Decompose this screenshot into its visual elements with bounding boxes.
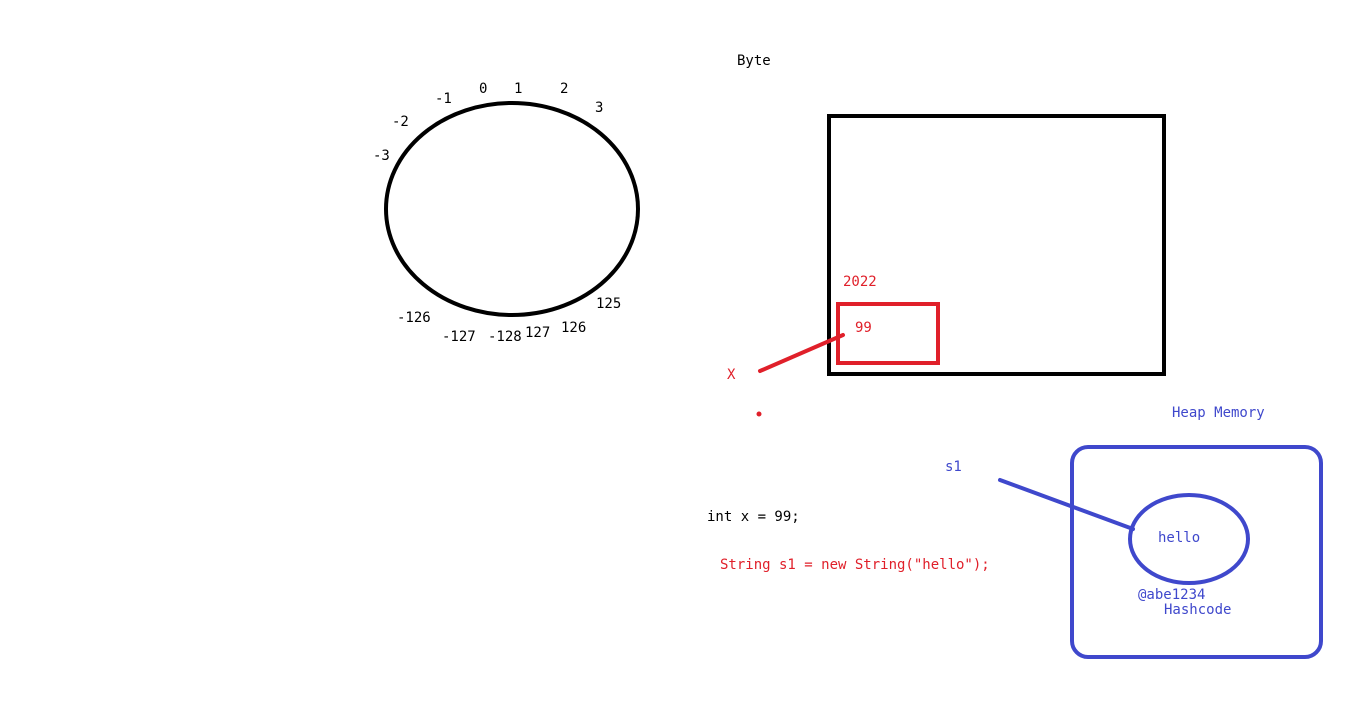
byte-range-ring [384, 101, 640, 317]
ring-labels: -1 0 1 2 3 -2 -3 125 126 127 -128 -127 -… [373, 81, 621, 345]
ring-label-neg127: -127 [442, 329, 476, 345]
var-s1-pointer [998, 478, 1135, 531]
ring-label-125: 125 [596, 296, 621, 312]
heap-memory-box [1070, 445, 1323, 659]
stack-value: 99 [855, 320, 872, 336]
stack-memory-box [827, 114, 1166, 376]
ring-label-neg2: -2 [392, 114, 409, 130]
heap-object-value: hello [1158, 530, 1200, 546]
red-dot [756, 411, 762, 417]
byte-title: Byte [737, 53, 771, 69]
ring-label-3: 3 [595, 100, 603, 116]
ring-label-neg1: -1 [435, 91, 452, 107]
code-int-decl: int x = 99; [707, 509, 800, 525]
ring-label-0: 0 [479, 81, 487, 97]
hash-value: @abe1234 [1138, 587, 1205, 603]
stack-value-cell [836, 302, 940, 365]
ring-label-neg128: -128 [488, 329, 522, 345]
ring-label-neg126: -126 [397, 310, 431, 326]
var-s1-label: s1 [945, 459, 962, 475]
ring-label-1: 1 [514, 81, 522, 97]
heap-object [1128, 493, 1250, 585]
ring-label-127: 127 [525, 325, 550, 341]
ring-label-126: 126 [561, 320, 586, 336]
var-x-pointer [758, 333, 845, 373]
ring-label-2: 2 [560, 81, 568, 97]
hash-label: Hashcode [1164, 602, 1231, 618]
ring-label-neg3: -3 [373, 148, 390, 164]
heap-title: Heap Memory [1172, 405, 1265, 421]
stack-address: 2022 [843, 274, 877, 290]
code-string-decl: String s1 = new String("hello"); [720, 557, 990, 573]
var-x-label: X [727, 367, 736, 383]
